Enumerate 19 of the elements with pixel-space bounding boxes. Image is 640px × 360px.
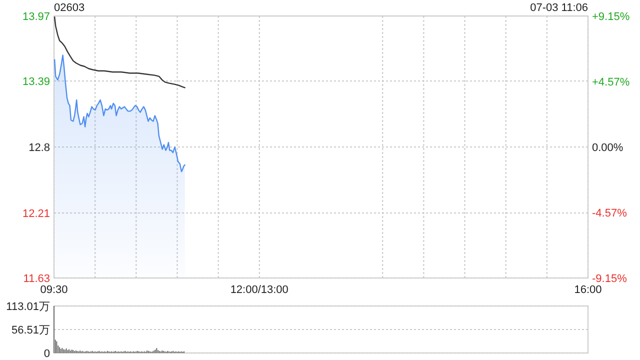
y2-tick-label: 0.00%	[592, 142, 624, 154]
y2-tick-label: -9.15%	[592, 273, 628, 285]
x-tick-label: 16:00	[574, 284, 602, 296]
y-tick-label: 13.97	[22, 11, 50, 23]
y-tick-label: 56.51万	[11, 324, 50, 336]
y-tick-label: 12.8	[28, 142, 50, 154]
y-tick-label: 13.39	[22, 76, 50, 88]
text: 07-03 11:06	[530, 2, 588, 14]
y2-tick-label: +4.57%	[592, 76, 630, 89]
x-tick-label: 09:30	[40, 284, 68, 296]
y-tick-label: 12.21	[22, 208, 50, 220]
y-tick-label: 11.63	[23, 273, 50, 285]
line-series	[54, 16, 186, 88]
y2-tick-label: +9.15%	[592, 11, 630, 23]
y-tick-label: 113.01万	[6, 301, 50, 313]
y-tick-label: 0	[44, 348, 50, 360]
x-tick-label: 12:00/13:00	[230, 284, 288, 296]
y2-tick-label: -4.57%	[592, 207, 628, 220]
chart-title: 02603	[54, 2, 85, 14]
